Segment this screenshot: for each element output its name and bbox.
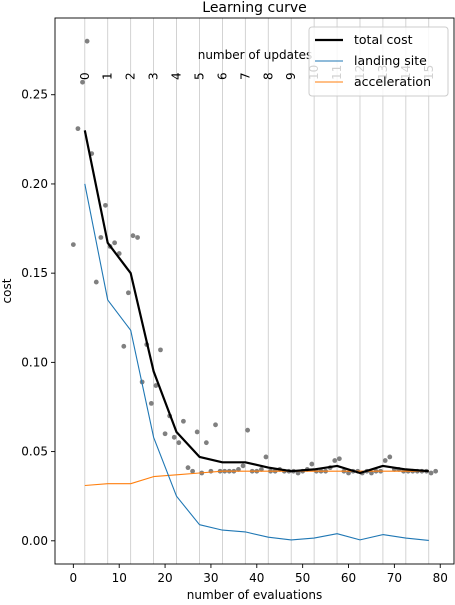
scatter-point-22 <box>171 434 177 440</box>
y-tick-label-0: 0.00 <box>21 534 48 548</box>
scatter-point-11 <box>121 343 127 349</box>
update-label-1: 1 <box>101 72 115 80</box>
scatter-point-27 <box>194 429 200 435</box>
scatter-point-31 <box>213 422 218 428</box>
scatter-point-30 <box>208 468 214 474</box>
scatter-point-18 <box>153 383 159 388</box>
y-tick-label-2: 0.10 <box>21 355 48 369</box>
scatter-point-60 <box>346 470 351 476</box>
scatter-point-6 <box>98 235 104 240</box>
legend-label-acceleration: acceleration <box>354 74 431 89</box>
y-tick-label-4: 0.20 <box>21 177 48 191</box>
x-tick-label-10: 10 <box>112 571 127 585</box>
scatter-point-79 <box>433 468 439 474</box>
scatter-point-65 <box>369 470 374 476</box>
chart-title: Learning curve <box>202 0 306 16</box>
update-label-5: 5 <box>192 72 206 80</box>
update-label-9: 9 <box>284 72 298 80</box>
update-label-7: 7 <box>238 72 252 80</box>
legend-box <box>308 26 449 97</box>
series-line-landing-site <box>84 183 429 541</box>
scatter-point-13 <box>130 233 136 239</box>
scatter-point-25 <box>185 465 191 471</box>
y-axis-label: cost <box>0 278 14 303</box>
scatter-point-17 <box>148 401 154 406</box>
scatter-point-41 <box>258 467 264 472</box>
scatter-point-19 <box>158 347 163 353</box>
scatter-point-37 <box>240 463 246 469</box>
x-tick-label-40: 40 <box>249 571 264 585</box>
scatter-point-69 <box>387 454 393 460</box>
series-line-total-cost <box>83 130 429 475</box>
scatter-point-26 <box>190 468 195 474</box>
scatter-point-20 <box>162 431 168 437</box>
scatter-point-36 <box>236 467 241 472</box>
y-tick-label-3: 0.15 <box>21 266 48 280</box>
plot-frame <box>54 17 455 565</box>
x-tick-label-0: 0 <box>70 571 78 585</box>
scatter-point-2 <box>80 79 85 85</box>
scatter-point-42 <box>263 454 269 460</box>
scatter-point-29 <box>203 440 209 446</box>
scatter-point-24 <box>181 418 186 424</box>
update-label-2: 2 <box>124 72 138 80</box>
update-label-4: 4 <box>170 72 184 80</box>
update-label-8: 8 <box>261 72 275 80</box>
x-tick-label-70: 70 <box>387 571 402 585</box>
scatter-point-1 <box>75 126 81 132</box>
x-tick-label-50: 50 <box>295 571 310 585</box>
scatter-point-9 <box>112 240 118 246</box>
legend-label-total-cost: total cost <box>354 32 413 47</box>
scatter-point-5 <box>93 279 99 285</box>
update-label-3: 3 <box>147 72 161 80</box>
x-tick-label-60: 60 <box>341 571 356 585</box>
scatter-point-0 <box>70 242 76 248</box>
x-tick-label-80: 80 <box>433 571 448 585</box>
scatter-point-58 <box>336 456 342 462</box>
scatter-point-3 <box>84 38 90 44</box>
y-tick-label-1: 0.05 <box>21 445 48 459</box>
x-axis-label: number of evaluations <box>187 588 322 602</box>
scatter-point-12 <box>125 290 131 296</box>
y-tick-label-5: 0.25 <box>21 88 48 102</box>
scatter-point-14 <box>135 235 140 240</box>
series-line-acceleration <box>84 470 429 487</box>
scatter-point-57 <box>332 458 338 463</box>
scatter-point-68 <box>382 458 388 463</box>
legend: total cost landing site acceleration <box>308 26 449 97</box>
secondary-axis-label: number of updates <box>198 48 313 62</box>
scatter-point-23 <box>176 440 182 446</box>
update-label-0: 0 <box>78 72 92 80</box>
x-tick-label-20: 20 <box>157 571 172 585</box>
update-label-6: 6 <box>215 72 229 80</box>
legend-label-landing-site: landing site <box>354 53 427 68</box>
scatter-point-38 <box>245 427 251 433</box>
scatter-point-52 <box>309 461 315 467</box>
x-tick-label-30: 30 <box>203 571 218 585</box>
scatter-point-7 <box>103 202 108 208</box>
scatter-point-78 <box>428 470 434 476</box>
